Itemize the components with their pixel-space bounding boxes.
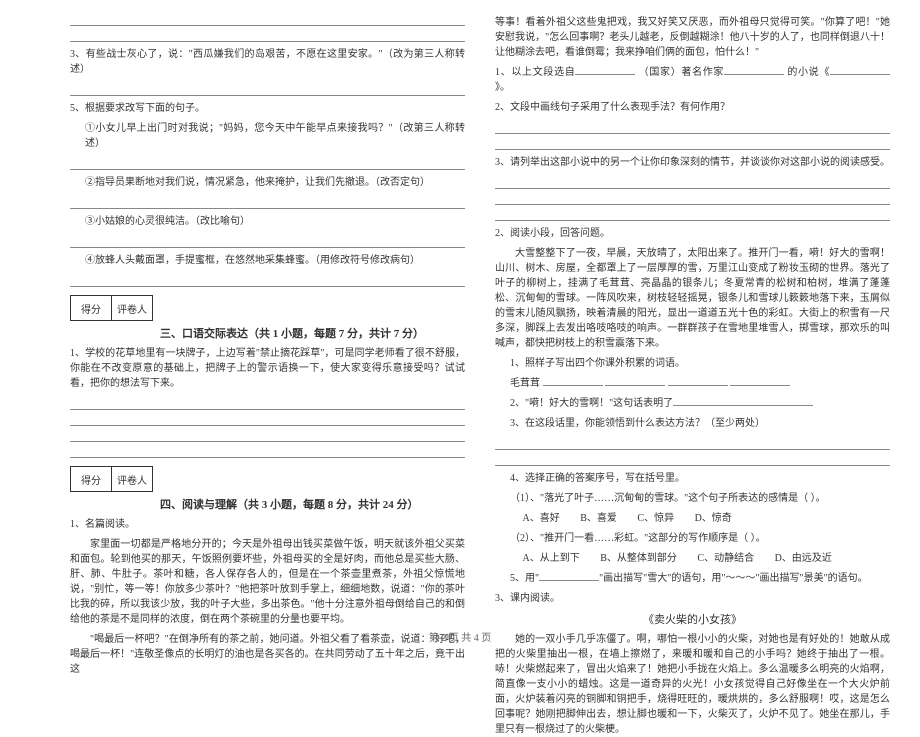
sq4-2: （2）、"推开门一看……彩虹。"这部分的写作顺序是（ ）。 <box>510 531 890 546</box>
s4-q1: 1、名篇阅读。 <box>70 517 465 532</box>
blank <box>724 65 784 75</box>
s4-p1: 家里面一切都是严格地分开的；今天是外祖母出钱买菜做午饭，明天就该外祖父买菜和面包… <box>70 537 465 627</box>
answer-line <box>495 452 890 466</box>
blank <box>673 396 813 406</box>
opt-a: A、喜好 <box>523 511 560 526</box>
opt-d: D、由远及近 <box>775 551 832 566</box>
blank <box>668 376 728 386</box>
blank-line <box>70 28 465 42</box>
answer-line <box>70 234 465 248</box>
sq2: 2、"嗬！好大的雪啊！"这句话表明了 <box>510 396 890 411</box>
sq1-a: 1、照样子写出四个你课外积累的词语。 <box>510 356 890 371</box>
r3: 3、请列举出这部小说中的另一个让你印象深刻的情节，并谈谈你对这部小说的阅读感受。 <box>495 155 890 170</box>
answer-line <box>495 207 890 221</box>
left-column: 3、有些战士灰心了，说："西瓜嫌我们的岛艰苦，不愿在这里安家。"（改为第三人称转… <box>70 10 465 620</box>
s3-title: 《卖火柴的小女孩》 <box>495 611 890 627</box>
r1-a: 1、以上文段选自 <box>495 67 575 78</box>
question-3: 3、有些战士灰心了，说："西瓜嫌我们的岛艰苦，不愿在这里安家。"（改为第三人称转… <box>70 47 465 77</box>
sq2-text: 2、"嗬！好大的雪啊！"这句话表明了 <box>510 398 673 409</box>
score-box-3: 得分 评卷人 <box>70 295 465 321</box>
answer-line <box>70 444 465 458</box>
blank-line <box>70 12 465 26</box>
section-4-title: 四、阅读与理解（共 3 小题，每题 8 分，共计 24 分） <box>160 496 465 512</box>
s3-q: 3、课内阅读。 <box>495 591 890 606</box>
r1: 1、以上文段选自 （国家）著名作家 的小说《 》。 <box>495 65 890 95</box>
right-p0: 等事！看着外祖父这些鬼把戏，我又好笑又厌恶，而外祖母只觉得可笑。"你算了吧！"她… <box>495 15 890 60</box>
sq1-b: 毛茸茸 <box>510 376 890 391</box>
r1-d: 》。 <box>495 82 510 93</box>
r1-c: 的小说《 <box>787 67 830 78</box>
s3-p: 她的一双小手几乎冻僵了。啊，哪怕一根小小的火柴，对她也是有好处的！她敢从成把的火… <box>495 632 890 737</box>
opt-b: B、喜爱 <box>580 511 617 526</box>
r2: 2、文段中画线句子采用了什么表现手法？有何作用？ <box>495 100 890 115</box>
blank <box>543 376 603 386</box>
grader-label: 评卷人 <box>111 466 153 492</box>
question-5-4: ④放蜂人头戴面罩，手提蜜框，在悠然地采集蜂蜜。（用修改符号修改病句） <box>85 253 465 268</box>
score-label: 得分 <box>70 466 112 492</box>
question-5-3: ③小姑娘的心灵很纯洁。（改比喻句） <box>85 214 465 229</box>
answer-line <box>495 175 890 189</box>
opt-b: B、从整体到部分 <box>600 551 677 566</box>
opt-c: C、动静结合 <box>697 551 754 566</box>
s2-q: 2、阅读小段，回答问题。 <box>495 226 890 241</box>
sq3: 3、在这段话里，你能领悟到什么表达方法？（至少两处） <box>510 416 890 431</box>
s3-q1: 1、学校的花草地里有一块牌子，上边写着"禁止摘花踩草"，可是同学老师看了很不舒服… <box>70 346 465 391</box>
answer-line <box>70 412 465 426</box>
page-footer: 第 2 页 共 4 页 <box>0 629 920 644</box>
sq5: 5、用" "画出描写"雪大"的语句，用"～～～"画出描写"景美"的语句。 <box>510 571 890 586</box>
answer-line <box>495 120 890 134</box>
blank <box>605 376 665 386</box>
answer-line <box>495 136 890 150</box>
sq5-b: "画出描写"雪大"的语句，用"～～～"画出描写"景美"的语句。 <box>599 573 868 584</box>
opt-c: C、惊异 <box>637 511 674 526</box>
answer-line <box>495 436 890 450</box>
blank <box>539 571 599 581</box>
section-3-title: 三、口语交际表达（共 1 小题，每题 7 分，共计 7 分） <box>160 325 465 341</box>
answer-line <box>70 82 465 96</box>
right-column: 等事！看着外祖父这些鬼把戏，我又好笑又厌恶，而外祖母只觉得可笑。"你算了吧！"她… <box>495 10 890 620</box>
grader-label: 评卷人 <box>111 295 153 321</box>
opt-d: D、惊奇 <box>695 511 732 526</box>
question-5-2: ②指导员果断地对我们说，情况紧急，他来掩护，让我们先撤退。（改否定句） <box>85 175 465 190</box>
blank <box>575 65 635 75</box>
sq4-2-opts: A、从上到下 B、从整体到部分 C、动静结合 D、由远及近 <box>510 551 890 566</box>
example-word: 毛茸茸 <box>510 378 540 389</box>
score-box-4: 得分 评卷人 <box>70 466 465 492</box>
opt-a: A、从上到下 <box>523 551 580 566</box>
page-container: 3、有些战士灰心了，说："西瓜嫌我们的岛艰苦，不愿在这里安家。"（改为第三人称转… <box>0 0 920 620</box>
s2-p: 大雪整整下了一夜，早晨，天放晴了，太阳出来了。推开门一看，嗬！好大的雪啊！山川、… <box>495 246 890 351</box>
blank <box>830 65 890 75</box>
answer-line <box>70 195 465 209</box>
blank <box>730 376 790 386</box>
sq4-1-opts: A、喜好 B、喜爱 C、惊异 D、惊奇 <box>510 511 890 526</box>
answer-line <box>70 273 465 287</box>
answer-line <box>495 191 890 205</box>
answer-line <box>70 156 465 170</box>
answer-line <box>70 428 465 442</box>
r1-b: （国家）著名作家 <box>639 67 724 78</box>
answer-line <box>70 396 465 410</box>
question-5-stem: 5、根据要求改写下面的句子。 <box>70 101 465 116</box>
sq4: 4、选择正确的答案序号，写在括号里。 <box>510 471 890 486</box>
score-label: 得分 <box>70 295 112 321</box>
sq4-1: （1）、"落光了叶子……沉甸甸的雪球。"这个句子所表达的感情是（ ）。 <box>510 491 890 506</box>
question-5-1: ①小女儿早上出门时对我说；"妈妈，您今天中午能早点来接我吗？"（改第三人称转述） <box>85 121 465 151</box>
sq5-a: 5、用" <box>510 573 539 584</box>
